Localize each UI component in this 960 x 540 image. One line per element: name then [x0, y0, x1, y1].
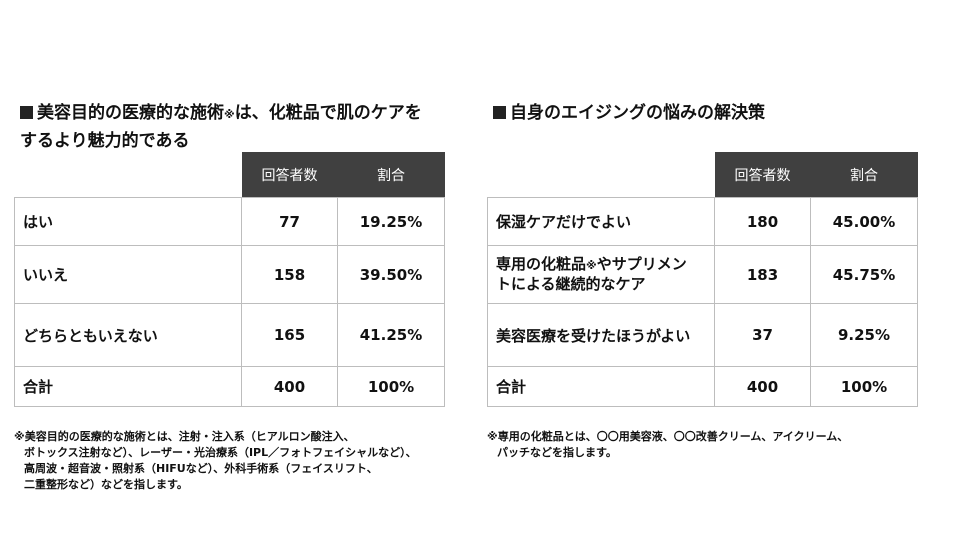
row-count: 400 [241, 366, 338, 407]
row-ratio: 45.75% [810, 245, 918, 304]
header-blank-cell [15, 152, 242, 198]
row-count: 165 [241, 303, 338, 367]
header-ratio: 割合 [810, 152, 918, 198]
row-count: 37 [714, 303, 811, 367]
row-ratio: 100% [810, 366, 918, 407]
right-title-text: 自身のエイジングの悩みの解決策 [510, 103, 765, 123]
row-ratio: 45.00% [810, 197, 918, 246]
left-panel: 美容目的の医療的な施術※は、化粧品で肌のケアを するより魅力的である 回答者数 … [14, 100, 445, 493]
row-label: 合計 [487, 366, 715, 407]
footnote-line: ボトックス注射など）、レーザー・光治療系（IPL／フォトフェイシャルなど）、 [24, 446, 417, 459]
left-title-part1: 美容目的の医療的な施術 [37, 103, 224, 123]
square-bullet-icon [493, 106, 506, 119]
row-count: 180 [714, 197, 811, 246]
row-ratio: 41.25% [337, 303, 445, 367]
table-header-row: 回答者数 割合 [15, 152, 445, 198]
square-bullet-icon [20, 106, 33, 119]
row-label-part2: やサプリメン [596, 255, 687, 273]
table-row-total: 合計 400 100% [487, 366, 918, 407]
table-row-total: 合計 400 100% [14, 366, 445, 407]
header-count: 回答者数 [241, 152, 338, 198]
row-label: 美容医療を受けたほうがよい [487, 303, 715, 367]
row-label: はい [14, 197, 242, 246]
right-panel: 自身のエイジングの悩みの解決策 回答者数 割合 保湿ケアだけでよい 180 45… [487, 100, 918, 461]
table-header-row: 回答者数 割合 [488, 152, 918, 198]
row-count: 400 [714, 366, 811, 407]
footnote-line: ※美容目的の医療的な施術とは、注射・注入系（ヒアルロン酸注入、 [14, 430, 355, 443]
row-count: 77 [241, 197, 338, 246]
table-row: はい 77 19.25% [14, 197, 445, 246]
row-label-part3: トによる継続的なケア [496, 275, 646, 293]
left-title-part2: は、化粧品で肌のケアを [234, 103, 422, 123]
row-label-part1: 専用の化粧品 [496, 255, 587, 273]
row-ratio: 9.25% [810, 303, 918, 367]
left-title-line2: するより魅力的である [20, 131, 190, 151]
row-label: いいえ [14, 245, 242, 304]
footnote-line: ※専用の化粧品とは、〇〇用美容液、〇〇改善クリーム、アイクリーム、 [487, 430, 849, 443]
row-count: 158 [241, 245, 338, 304]
header-ratio: 割合 [337, 152, 445, 198]
footnote-line: 二重整形など）などを指します。 [24, 478, 188, 491]
right-table: 回答者数 割合 保湿ケアだけでよい 180 45.00% 専用の化粧品※やサプリ… [487, 152, 918, 407]
right-title: 自身のエイジングの悩みの解決策 [493, 100, 917, 152]
row-label: 専用の化粧品※やサプリメン トによる継続的なケア [487, 245, 715, 304]
left-footnote: ※美容目的の医療的な施術とは、注射・注入系（ヒアルロン酸注入、 ボトックス注射な… [14, 429, 444, 493]
table-row: 美容医療を受けたほうがよい 37 9.25% [487, 303, 918, 367]
table-row: 専用の化粧品※やサプリメン トによる継続的なケア 183 45.75% [487, 245, 918, 304]
right-footnote: ※専用の化粧品とは、〇〇用美容液、〇〇改善クリーム、アイクリーム、 パッチなどを… [487, 429, 917, 461]
row-label: どちらともいえない [14, 303, 242, 367]
row-label-note-mark: ※ [586, 259, 597, 272]
footnote-line: パッチなどを指します。 [497, 446, 617, 459]
table-row: 保湿ケアだけでよい 180 45.00% [487, 197, 918, 246]
row-label: 保湿ケアだけでよい [487, 197, 715, 246]
left-title: 美容目的の医療的な施術※は、化粧品で肌のケアを するより魅力的である [20, 100, 444, 152]
header-count: 回答者数 [714, 152, 811, 198]
left-title-note-mark: ※ [224, 108, 235, 121]
row-ratio: 39.50% [337, 245, 445, 304]
footnote-line: 高周波・超音波・照射系（HIFUなど）、外科手術系（フェイスリフト、 [24, 462, 378, 475]
row-count: 183 [714, 245, 811, 304]
left-table: 回答者数 割合 はい 77 19.25% いいえ 158 39.50% どちらと… [14, 152, 445, 407]
table-row: どちらともいえない 165 41.25% [14, 303, 445, 367]
row-ratio: 19.25% [337, 197, 445, 246]
row-label: 合計 [14, 366, 242, 407]
header-blank-cell [488, 152, 715, 198]
table-row: いいえ 158 39.50% [14, 245, 445, 304]
row-ratio: 100% [337, 366, 445, 407]
